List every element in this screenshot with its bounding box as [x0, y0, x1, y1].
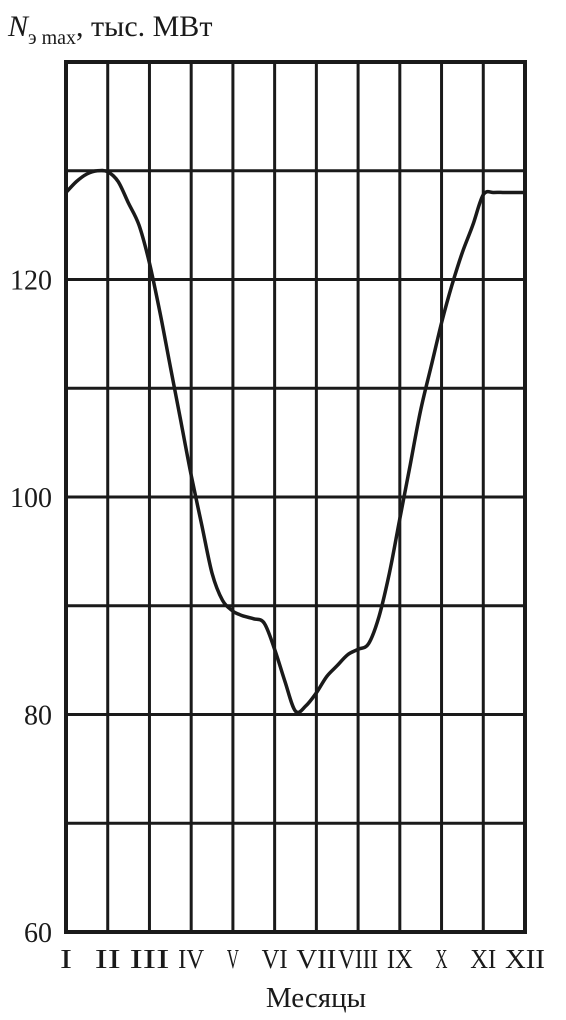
series-line	[64, 168, 527, 715]
y-axis-unit: , тыс. МВт	[76, 10, 212, 43]
x-tick-label: VIII	[338, 944, 378, 974]
y-axis-subscript: э max	[28, 27, 76, 49]
plot-frame	[64, 60, 527, 934]
y-ticks: 60 80 100 120	[10, 266, 52, 950]
y-tick-label: 60	[24, 918, 52, 949]
y-tick-label: 120	[10, 266, 52, 297]
x-tick-label: I	[60, 944, 72, 974]
x-tick-label: III	[129, 944, 169, 974]
x-tick-label: IX	[387, 944, 413, 974]
x-tick-label: VII	[296, 944, 336, 974]
y-axis-label: Nэ max, тыс. МВт	[7, 10, 212, 49]
x-ticks: I II III IV V VI VII VIII IX X XI XII	[60, 944, 545, 974]
x-tick-label: XII	[505, 944, 545, 974]
grid	[66, 62, 525, 932]
x-tick-label: II	[95, 944, 121, 974]
x-tick-label: X	[436, 944, 448, 974]
x-tick-label: VI	[262, 944, 288, 974]
x-tick-label: XI	[470, 944, 496, 974]
y-axis-symbol: N	[7, 10, 30, 43]
x-tick-label: IV	[178, 944, 204, 974]
x-axis-label: Месяцы	[266, 982, 366, 1014]
y-tick-label: 80	[24, 701, 52, 732]
x-tick-label: V	[227, 944, 239, 974]
y-tick-label: 100	[10, 483, 52, 514]
